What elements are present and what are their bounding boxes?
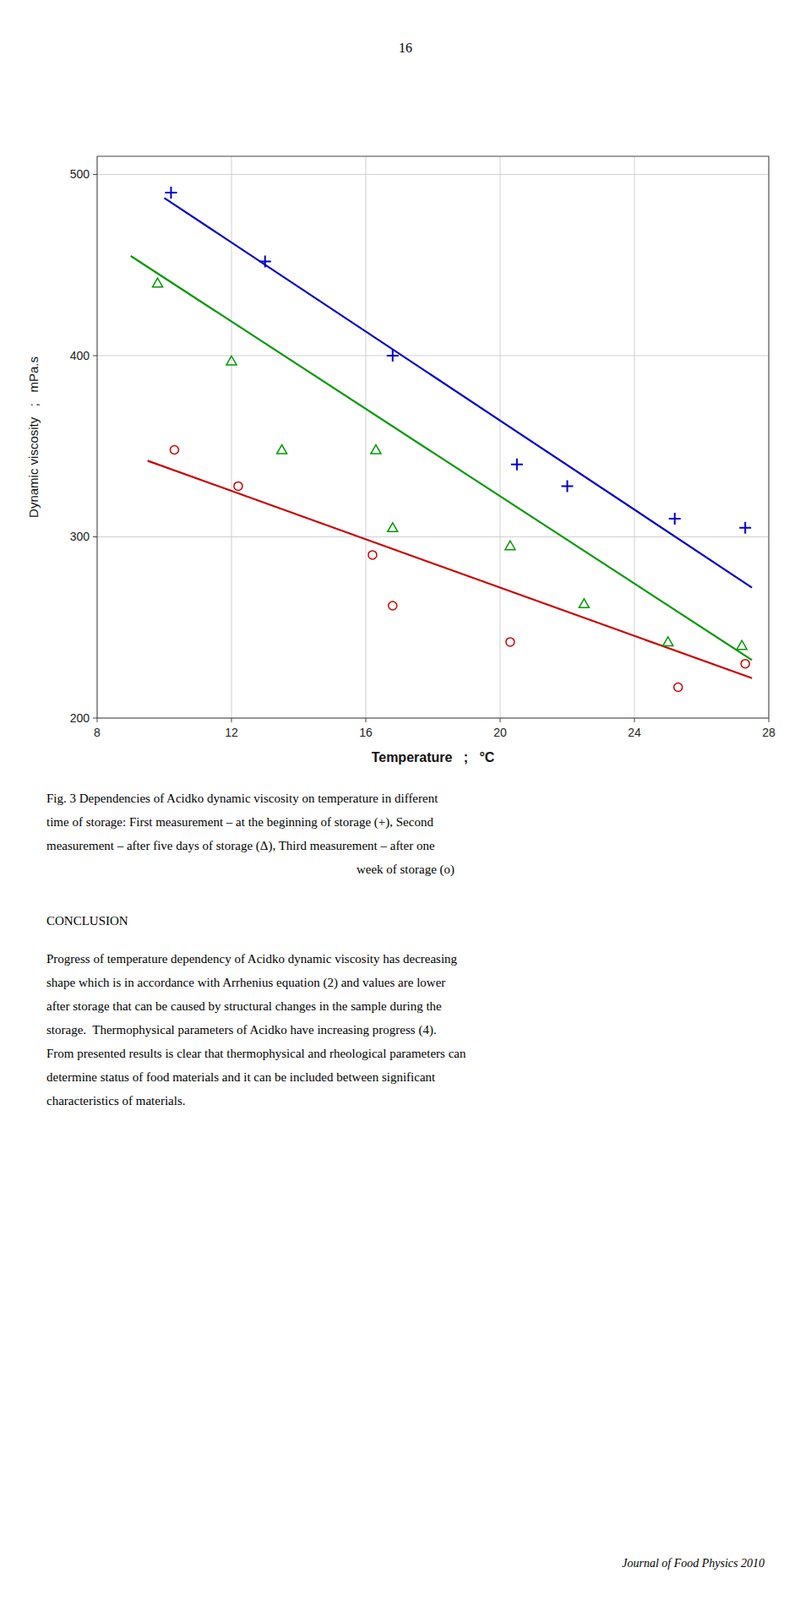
point-triangle <box>578 598 589 609</box>
point-circle <box>674 683 683 692</box>
x-tick <box>97 718 98 723</box>
body-line: From presented results is clear that the… <box>46 1046 467 1061</box>
point-plus <box>739 522 752 534</box>
y-tick-label: 400 <box>70 348 91 363</box>
point-triangle <box>387 522 398 533</box>
point-triangle <box>152 277 164 288</box>
y-tick <box>92 354 98 356</box>
trend-line <box>147 460 753 678</box>
x-tick <box>634 718 636 723</box>
plot-frame <box>97 156 769 719</box>
point-plus <box>164 186 177 199</box>
data <box>130 186 752 692</box>
grid <box>97 156 769 719</box>
trend-line <box>164 197 753 588</box>
y-tick <box>92 174 98 175</box>
x-tick-label: 16 <box>359 725 373 740</box>
point-triangle <box>277 445 288 455</box>
x-tick <box>365 718 367 723</box>
point-triangle <box>663 636 674 647</box>
footer: Journal of Food Physics 2010 <box>621 1556 765 1570</box>
point-plus <box>259 255 272 267</box>
point-circle <box>169 446 179 455</box>
y-tick <box>92 536 98 538</box>
background <box>0 0 811 1600</box>
point-plus <box>511 458 523 471</box>
point-plus <box>561 479 574 492</box>
point-circle <box>234 481 243 490</box>
y-tick-label: 200 <box>70 711 91 725</box>
caption-line: measurement – after five days of storage… <box>46 838 436 854</box>
x-axis-label: Temperature ; °C <box>371 750 496 765</box>
x-tick <box>768 718 770 723</box>
point-circle <box>388 601 398 610</box>
point-circle <box>368 550 377 560</box>
x-tick <box>231 718 233 723</box>
point-triangle <box>505 540 516 550</box>
grid-line-x <box>634 156 636 719</box>
trend-line <box>130 255 752 660</box>
x-tick-label: 8 <box>93 725 101 740</box>
y-tick-label: 500 <box>70 167 91 181</box>
grid-line-y <box>97 174 769 175</box>
point-triangle <box>736 640 747 650</box>
point-plus <box>669 512 681 525</box>
caption-line: time of storage: First measurement – at … <box>46 815 434 830</box>
y-tick <box>92 718 98 719</box>
page: 8 12 16 20 24 28 200 300 400 500 Temperature ; °C D… <box>0 0 811 1600</box>
point-triangle <box>370 445 382 455</box>
x-tick-label: 20 <box>493 725 507 740</box>
body-line: determine status of food materials and i… <box>46 1070 436 1084</box>
point-circle <box>506 637 515 647</box>
grid-line-x <box>231 156 233 719</box>
grid-line-x <box>500 156 501 719</box>
x-tick-label: 12 <box>224 725 239 740</box>
body-line: characteristics of materials. <box>46 1094 186 1108</box>
caption-line: week of storage (o) <box>356 862 455 877</box>
x-tick-label: 28 <box>762 725 776 740</box>
body-line: storage. Thermophysical parameters of Ac… <box>46 1023 437 1038</box>
x-tick <box>500 718 501 723</box>
axes: 8 12 16 20 24 28 200 300 400 500 <box>70 167 776 740</box>
body-line: after storage that can be caused by stru… <box>46 999 442 1013</box>
caption-line: Fig. 3 Dependencies of Acidko dynamic vi… <box>46 791 439 806</box>
point-circle <box>740 659 750 669</box>
point-plus <box>386 349 399 362</box>
body-line: shape which is in accordance with Arrhen… <box>46 975 446 991</box>
grid-line-x <box>365 156 367 719</box>
point-triangle <box>226 355 237 365</box>
grid-line-y <box>97 354 769 356</box>
x-tick-label: 24 <box>627 725 642 740</box>
y-axis-label: Dynamic viscosity ; mPa.s <box>26 356 41 518</box>
y-tick-label: 300 <box>70 529 91 544</box>
section-heading: CONCLUSION <box>46 914 129 928</box>
grid-line-y <box>97 536 769 538</box>
page-number: 16 <box>398 40 413 55</box>
body-line: Progress of temperature dependency of Ac… <box>46 952 458 966</box>
